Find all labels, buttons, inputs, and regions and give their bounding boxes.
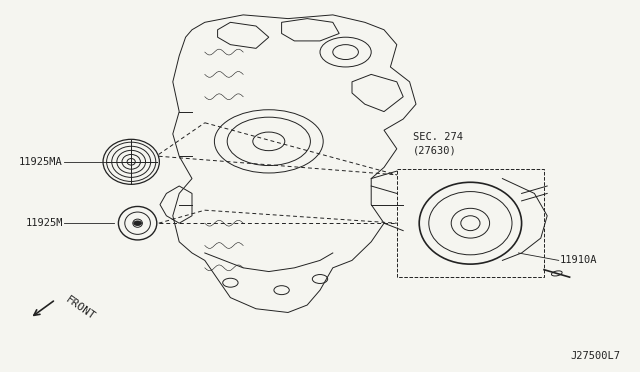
Text: SEC. 274
(27630): SEC. 274 (27630): [413, 132, 463, 155]
Circle shape: [134, 221, 141, 225]
Text: J27500L7: J27500L7: [571, 351, 621, 361]
Text: 11925M: 11925M: [25, 218, 63, 228]
Text: 11925MA: 11925MA: [19, 157, 63, 167]
Text: 11910A: 11910A: [560, 256, 598, 265]
Text: FRONT: FRONT: [64, 295, 97, 322]
